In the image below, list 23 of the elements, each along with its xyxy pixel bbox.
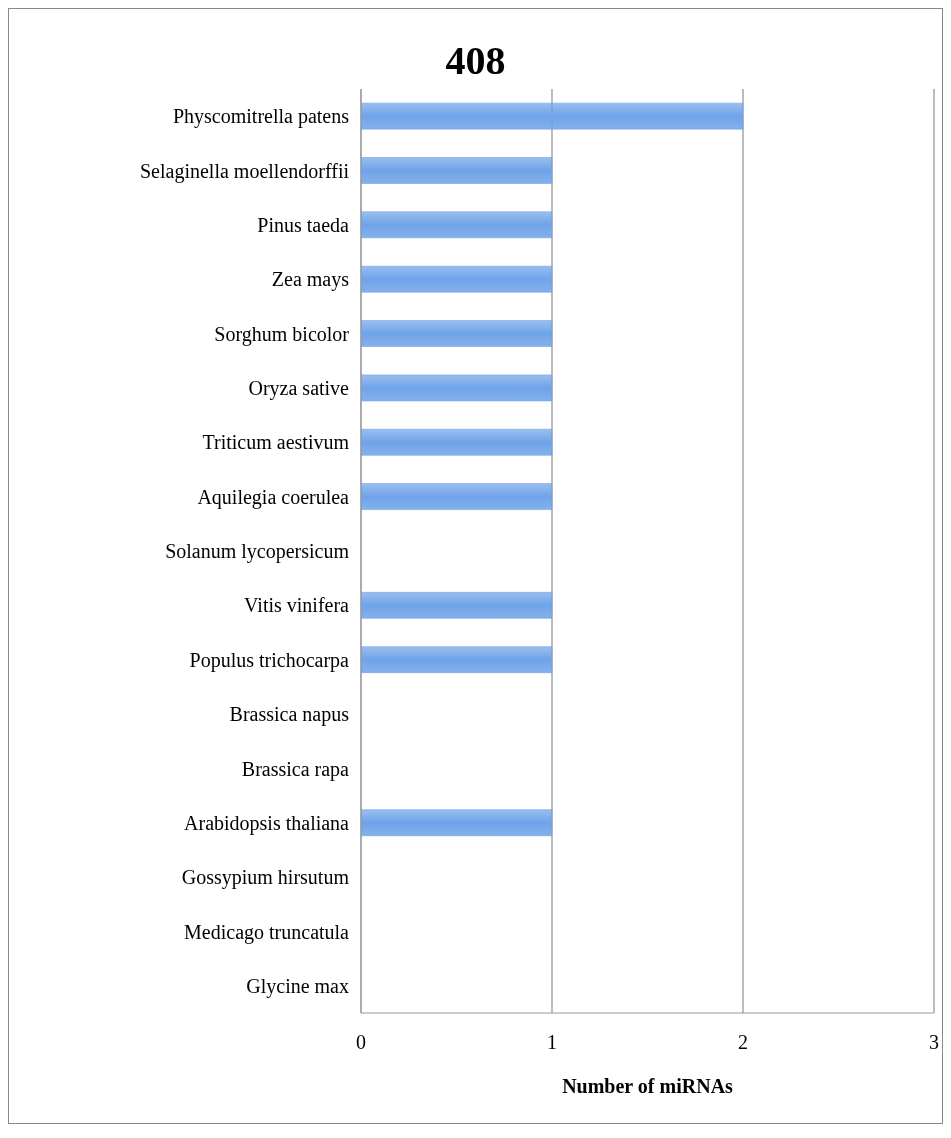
y-tick-label: Physcomitrella patens: [172, 105, 350, 129]
x-tick-label: 1: [547, 1031, 557, 1054]
y-tick-label: Glycine max: [246, 974, 349, 998]
y-tick-label: Brassica napus: [229, 703, 350, 727]
y-tick-label: Medicago truncatula: [184, 920, 350, 944]
y-tick-label: Pinus taeda: [257, 213, 350, 236]
x-tick-label: 0: [356, 1031, 366, 1054]
y-tick-label: Selaginella moellendorffii: [139, 159, 350, 183]
x-tick-label: 3: [929, 1031, 939, 1054]
y-tick-label: Solanum lycopersicum: [165, 540, 350, 564]
y-tick-label: Arabidopsis thaliana: [184, 811, 350, 835]
x-axis-title: Number of miRNAs: [562, 1075, 734, 1097]
y-tick-label: Populus trichocarpa: [189, 648, 350, 672]
y-tick-label: Triticum aestivum: [202, 431, 350, 454]
y-tick-label: Zea mays: [271, 268, 350, 292]
y-tick-label: Aquilegia coerulea: [197, 485, 350, 509]
x-tick-label: 2: [738, 1031, 748, 1054]
y-tick-label: Sorghum bicolor: [214, 322, 350, 346]
y-tick-label: Vitis vinifera: [244, 594, 350, 617]
y-tick-label: Oryza sative: [248, 377, 350, 401]
chart-title: 408: [444, 37, 507, 83]
y-tick-label: Gossypium hirsutum: [181, 866, 350, 890]
y-tick-label: Brassica rapa: [241, 757, 350, 781]
